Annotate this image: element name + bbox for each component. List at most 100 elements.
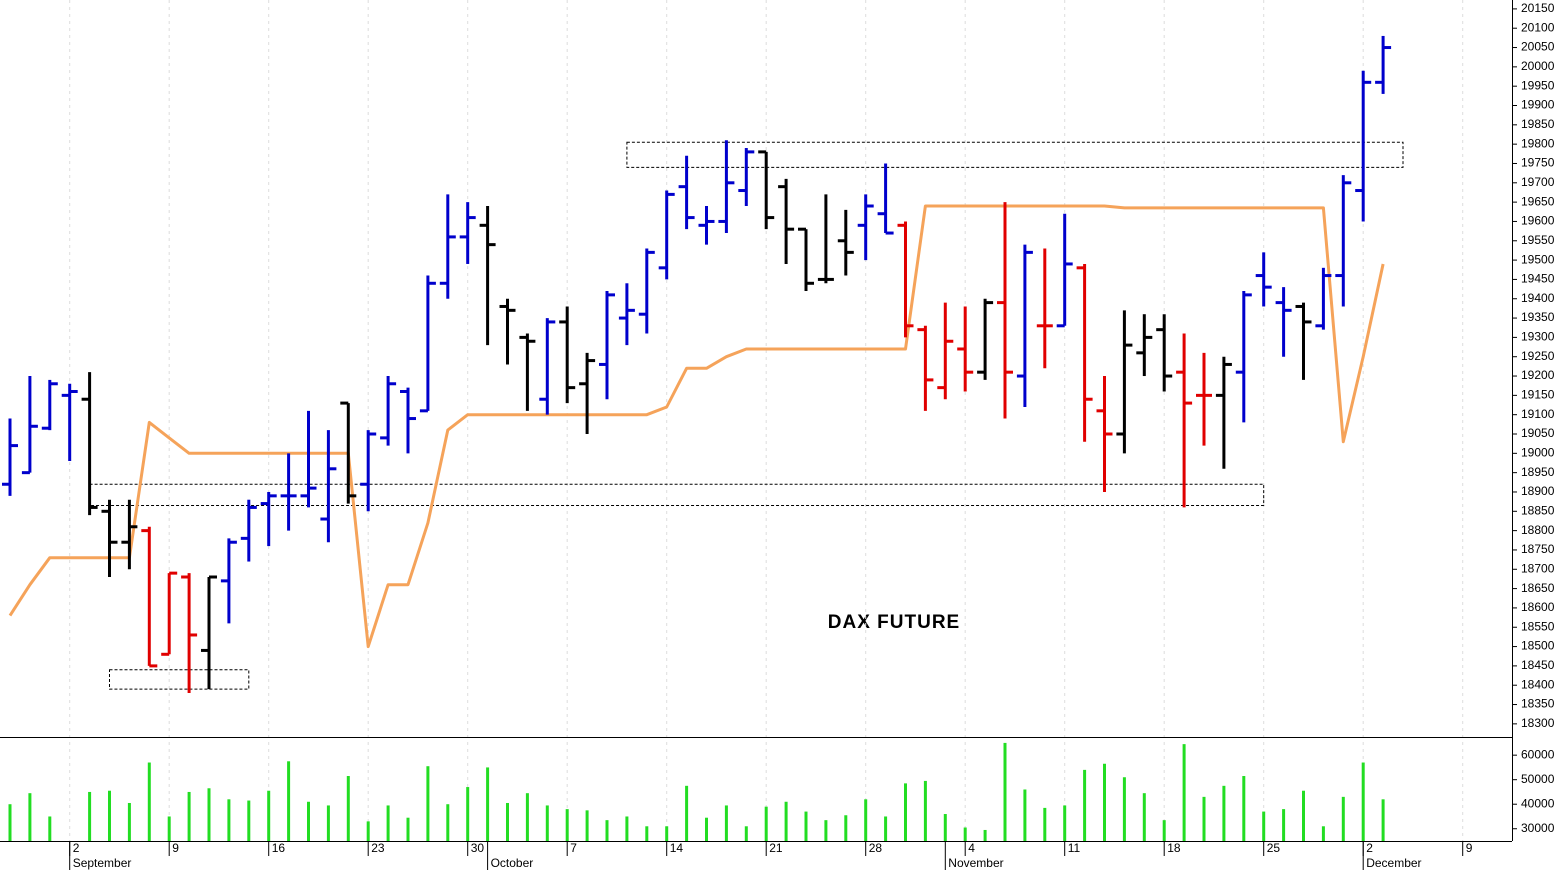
volume-bar <box>1023 789 1027 841</box>
y-tick-label: 20000 <box>1521 59 1555 73</box>
y-tick-label: 19750 <box>1521 156 1555 170</box>
y-tick-label: 20050 <box>1521 40 1555 54</box>
y-tick-label: 18850 <box>1521 503 1555 517</box>
volume-bar <box>406 817 410 841</box>
x-tick-label: 11 <box>1068 841 1081 855</box>
volume-tick-label: 30000 <box>1521 821 1555 835</box>
volume-bar <box>187 791 191 841</box>
y-tick-label: 20150 <box>1521 1 1555 15</box>
x-tick-label: 2 <box>73 841 80 855</box>
y-tick-label: 18500 <box>1521 639 1555 653</box>
y-tick-label: 18650 <box>1521 581 1555 595</box>
volume-bar <box>1202 796 1206 841</box>
month-label: September <box>73 856 132 870</box>
y-tick-label: 18900 <box>1521 484 1555 498</box>
y-tick-label: 19350 <box>1521 310 1555 324</box>
volume-tick-label: 40000 <box>1521 796 1555 810</box>
x-tick-label: 4 <box>968 841 975 855</box>
volume-bar <box>1122 777 1126 841</box>
volume-tick-label: 60000 <box>1521 747 1555 761</box>
x-tick-label: 23 <box>371 841 385 855</box>
volume-bar <box>1361 762 1365 841</box>
month-label: October <box>491 856 534 870</box>
volume-bar <box>8 804 12 841</box>
volume-bar <box>665 826 669 841</box>
volume-bar <box>963 827 967 841</box>
volume-bar <box>307 801 310 841</box>
volume-bar <box>1302 790 1305 841</box>
volume-bar <box>923 780 927 841</box>
price-zone <box>626 141 1404 168</box>
y-tick-label: 20100 <box>1521 20 1555 34</box>
volume-bar <box>466 787 470 841</box>
volume-bar <box>844 815 848 841</box>
volume-bar <box>267 790 271 841</box>
y-tick-label: 18700 <box>1521 561 1555 575</box>
volume-bar <box>207 788 211 841</box>
volume-bar <box>28 793 32 841</box>
volume-bar <box>127 802 131 841</box>
y-tick-label: 18400 <box>1521 677 1555 691</box>
volume-bar <box>247 800 251 841</box>
x-tick-label: 28 <box>869 841 883 855</box>
volume-bar <box>386 805 390 841</box>
volume-bar <box>48 816 52 841</box>
y-tick-label: 19500 <box>1521 252 1555 266</box>
volume-bar <box>724 805 728 841</box>
volume-bar <box>326 805 330 841</box>
y-tick-label: 19600 <box>1521 214 1555 228</box>
volume-bar <box>1381 799 1385 841</box>
y-tick-label: 19250 <box>1521 349 1555 363</box>
y-tick-label: 19400 <box>1521 291 1555 305</box>
volume-bar <box>1043 807 1047 841</box>
volume-bar <box>227 799 231 841</box>
y-tick-label: 18550 <box>1521 619 1555 633</box>
volume-bar <box>426 766 430 841</box>
x-tick-label: 14 <box>670 841 684 855</box>
volume-bar <box>884 816 888 841</box>
volume-bar <box>864 799 868 841</box>
volume-bar <box>446 804 450 841</box>
y-tick-label: 19200 <box>1521 368 1555 382</box>
y-tick-label: 19300 <box>1521 330 1555 344</box>
volume-bar <box>506 802 509 841</box>
volume-bar <box>685 785 689 841</box>
volume-bar <box>1282 809 1286 841</box>
y-tick-label: 18950 <box>1521 465 1555 479</box>
volume-bar <box>1321 826 1325 841</box>
volume-bar <box>824 820 828 841</box>
volume-bar <box>525 793 529 841</box>
volume-bar <box>625 816 629 841</box>
volume-tick-label: 50000 <box>1521 772 1555 786</box>
volume-bar <box>764 806 768 841</box>
y-tick-label: 19950 <box>1521 78 1555 92</box>
volume-bar <box>1083 769 1087 841</box>
y-tick-label: 18300 <box>1521 716 1555 730</box>
volume-bar <box>904 783 907 841</box>
volume-bar <box>167 816 171 841</box>
volume-bar <box>346 776 350 841</box>
x-tick-label: 25 <box>1267 841 1281 855</box>
y-tick-label: 19550 <box>1521 233 1555 247</box>
volume-bar <box>645 826 649 841</box>
y-tick-label: 18800 <box>1521 523 1555 537</box>
y-tick-label: 19900 <box>1521 98 1555 112</box>
volume-bar <box>744 826 748 841</box>
volume-bar <box>1242 776 1246 841</box>
y-tick-label: 19650 <box>1521 194 1555 208</box>
y-tick-label: 18350 <box>1521 697 1555 711</box>
y-tick-label: 19700 <box>1521 175 1555 189</box>
volume-bar <box>705 817 708 841</box>
volume-bar <box>1103 763 1106 841</box>
volume-bar <box>1142 793 1146 841</box>
x-tick-label: 16 <box>272 841 286 855</box>
x-tick-label: 21 <box>769 841 783 855</box>
x-tick-label: 7 <box>570 841 577 855</box>
y-tick-label: 18600 <box>1521 600 1555 614</box>
month-label: December <box>1366 856 1421 870</box>
volume-bar <box>1262 811 1266 841</box>
volume-bar <box>287 761 291 841</box>
volume-bar <box>486 767 490 841</box>
